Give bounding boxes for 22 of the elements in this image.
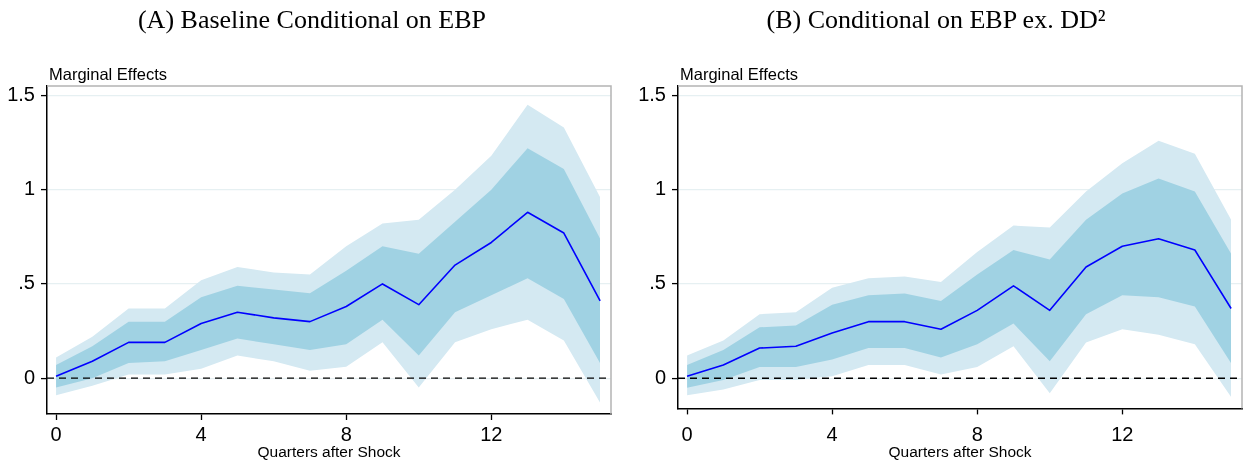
x-tick-label: 0 bbox=[681, 422, 693, 445]
x-axis-title: Quarters after Shock bbox=[888, 442, 1032, 460]
x-tick-label: 12 bbox=[480, 422, 503, 445]
x-axis-title: Quarters after Shock bbox=[257, 442, 401, 460]
x-tick-label: 4 bbox=[826, 422, 838, 445]
y-tick-label: .5 bbox=[649, 271, 666, 294]
x-tick-label: 8 bbox=[971, 422, 983, 445]
x-tick-label: 0 bbox=[50, 422, 62, 445]
y-tick-label: .5 bbox=[18, 271, 35, 294]
chart-title: (B) Conditional on EBP ex. DD² bbox=[765, 5, 1107, 35]
y-axis-title: Marginal Effects bbox=[680, 65, 798, 83]
y-axis-title: Marginal Effects bbox=[49, 65, 167, 83]
y-tick-label: 0 bbox=[654, 365, 666, 388]
x-tick-label: 8 bbox=[340, 422, 352, 445]
y-tick-label: 1 bbox=[23, 177, 35, 200]
y-tick-label: 1 bbox=[654, 177, 666, 200]
x-tick-label: 4 bbox=[195, 422, 207, 445]
y-tick-label: 1.5 bbox=[7, 82, 35, 105]
x-tick-label: 12 bbox=[1111, 422, 1134, 445]
chart-title: (A) Baseline Conditional on EBP bbox=[136, 5, 488, 35]
y-tick-label: 1.5 bbox=[638, 82, 666, 105]
y-tick-label: 0 bbox=[23, 365, 35, 388]
